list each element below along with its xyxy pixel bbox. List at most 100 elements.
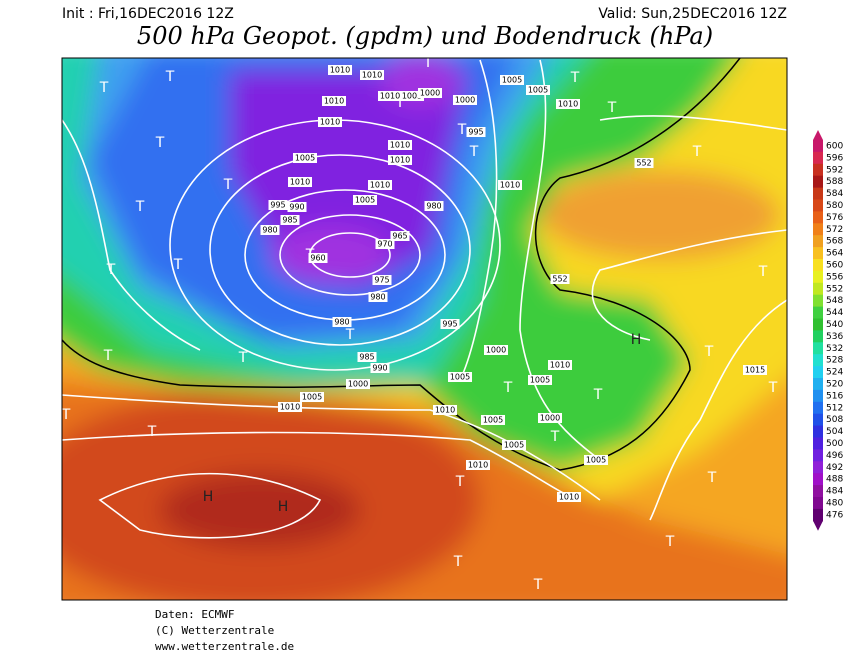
isobar-label: 990: [289, 203, 304, 212]
isobar-label: 965: [392, 232, 407, 241]
pressure-center: T: [173, 257, 183, 273]
isobar-label: 995: [468, 128, 483, 137]
isobar-label: 980: [370, 293, 385, 302]
colorbar-label: 516: [826, 391, 843, 401]
colorbar-label: 552: [826, 284, 843, 294]
isobar-label-box: [378, 91, 402, 101]
isobar-label-box: [368, 180, 392, 190]
isobar-label: 1005: [528, 86, 548, 95]
colorbar-swatch: [813, 187, 823, 200]
colorbar-label: 548: [826, 296, 843, 306]
colorbar-swatch: [813, 270, 823, 284]
isobar-label-box: [300, 392, 324, 402]
isobar-label-box: [466, 460, 490, 470]
map-labels: HHHTTTTTTTTTTTTTTTTTTTTTTTTTTTTTTT101010…: [61, 55, 778, 593]
isobar-label-box: [328, 65, 352, 75]
colorbar-swatch: [813, 354, 823, 367]
colorbar-swatch: [813, 330, 823, 343]
colorbar-swatch: [813, 437, 823, 450]
colorbar-swatch: [813, 366, 823, 379]
colorbar-swatch: [813, 461, 823, 474]
map-frame: [61, 57, 788, 601]
colorbar-label: 508: [826, 415, 843, 425]
pressure-center: T: [155, 135, 165, 151]
isobar-label-box: [502, 440, 526, 450]
isobar-label-box: [498, 180, 522, 190]
isobar-label-box: [500, 75, 524, 85]
colorbar-label: 528: [826, 356, 843, 366]
colorbar-label: 584: [826, 189, 843, 199]
pressure-center: T: [607, 100, 617, 116]
colorbar-label: 504: [826, 427, 843, 437]
isobar-label-box: [318, 117, 342, 127]
isobar-label: 990: [372, 364, 387, 373]
website: www.wetterzentrale.de: [155, 640, 294, 653]
pressure-center: T: [147, 424, 157, 440]
pressure-center: T: [423, 55, 433, 71]
colorbar-arrow: [813, 130, 823, 140]
isobar-label-box: [448, 372, 472, 382]
colorbar-swatch: [813, 378, 823, 391]
colorbar-swatch: [813, 282, 823, 296]
isobar-label: 1000: [486, 346, 506, 355]
isobar-label: 1005: [402, 92, 422, 101]
isobar-label: 1010: [468, 461, 488, 470]
isobar-label-box: [418, 88, 442, 98]
isobar-label-box: [322, 96, 346, 106]
isobar-label: 1000: [348, 380, 368, 389]
colorbar-label: 512: [826, 403, 843, 413]
pressure-center: T: [469, 144, 479, 160]
isobar-label-box: [353, 195, 377, 205]
isobar-label-box: [433, 405, 457, 415]
isobar-label-box: [372, 275, 392, 285]
colorbar-swatch: [813, 508, 823, 522]
isobar-label-box: [557, 492, 581, 502]
pressure-center: T: [593, 387, 603, 403]
pressure-center: T: [99, 80, 109, 96]
isobar-label: 1005: [355, 196, 375, 205]
colorbar-swatch: [813, 211, 823, 224]
pressure-center: T: [457, 122, 467, 138]
isobar-label: 980: [334, 318, 349, 327]
pressure-center: T: [707, 470, 717, 486]
colorbar-label: 492: [826, 463, 843, 473]
pressure-center: H: [631, 332, 642, 348]
pressure-center: T: [61, 407, 71, 423]
pressure-center: T: [533, 577, 543, 593]
isobar-label-box: [287, 202, 307, 212]
colorbar-swatch: [813, 294, 823, 308]
isobar-label-box: [556, 99, 580, 109]
colorbar-swatch: [813, 175, 823, 189]
isobar-label: 985: [282, 216, 297, 225]
colorbar-swatch: [813, 425, 823, 438]
isobar-label-box: [370, 363, 390, 373]
isobar-label-box: [368, 292, 388, 302]
isobar-label: 980: [426, 202, 441, 211]
isobar-label: 1005: [302, 393, 322, 402]
colorbar-label: 576: [826, 213, 843, 223]
colorbar-label: 560: [826, 260, 843, 270]
isobar-label: 1010: [390, 141, 410, 150]
isobar-label-box: [346, 379, 370, 389]
isobar-label-box: [440, 319, 460, 329]
copyright: (C) Wetterzentrale: [155, 624, 274, 637]
isobar-label: 1010: [550, 361, 570, 370]
colorbar-swatch: [813, 342, 823, 355]
isobar-label: 995: [442, 320, 457, 329]
colorbar-label: 484: [826, 487, 843, 497]
pressure-center: T: [165, 69, 175, 85]
isobar-label: 960: [310, 254, 325, 263]
isobar-label: 1010: [280, 403, 300, 412]
isobar-label-box: [743, 365, 767, 375]
colorbar-label: 592: [826, 165, 843, 175]
isobar-label: 1005: [586, 456, 606, 465]
isobar-label: 1010: [320, 118, 340, 127]
isobar-label: 1010: [435, 406, 455, 415]
isobar-label-box: [528, 375, 552, 385]
isobar-label-box: [278, 402, 302, 412]
colorbar-label: 540: [826, 320, 843, 330]
isobar-label: 1010: [290, 178, 310, 187]
colorbar-swatch: [813, 235, 823, 248]
pressure-center: T: [692, 144, 702, 160]
